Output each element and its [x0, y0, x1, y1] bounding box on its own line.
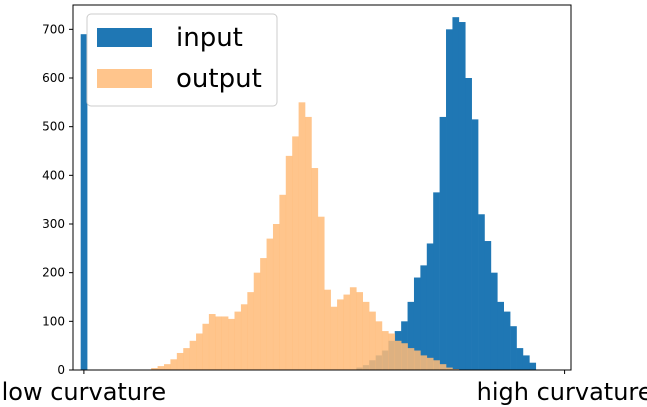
- bar-output: [433, 360, 440, 370]
- bar-output: [413, 350, 421, 370]
- bar-input: [433, 192, 440, 370]
- bar-output: [247, 292, 255, 370]
- bar-output: [343, 294, 351, 370]
- bar-output: [439, 364, 447, 370]
- bar-input: [80, 34, 88, 370]
- bar-output: [317, 216, 325, 370]
- bar-input: [522, 355, 530, 370]
- legend-label-input: input: [176, 23, 243, 53]
- bar-output: [215, 316, 222, 370]
- bar-input: [497, 301, 504, 370]
- y-tick-label: 700: [42, 22, 65, 36]
- bar-output: [324, 289, 331, 370]
- bar-input: [446, 29, 453, 371]
- series-input: [80, 17, 537, 371]
- bar-input: [484, 241, 492, 370]
- y-tick-label: 0: [57, 363, 65, 377]
- bar-output: [311, 168, 319, 370]
- bar-output: [420, 355, 428, 370]
- y-tick-label: 400: [42, 168, 65, 182]
- bar-output: [375, 321, 383, 370]
- legend-label-output: output: [176, 64, 262, 94]
- bar-input: [465, 78, 472, 370]
- x-axis: low curvature high curvature: [2, 370, 647, 406]
- bar-input: [478, 214, 485, 370]
- bar-input: [413, 277, 421, 370]
- bar-input: [439, 116, 447, 371]
- bar-output: [292, 136, 299, 370]
- bar-output: [407, 348, 415, 370]
- bar-output: [240, 304, 248, 370]
- bar-output: [401, 343, 408, 370]
- bar-output: [285, 155, 293, 370]
- bar-input: [503, 311, 511, 370]
- bar-input: [452, 17, 460, 370]
- legend: input output: [86, 13, 278, 107]
- bar-output: [151, 368, 158, 370]
- bar-output: [446, 367, 453, 370]
- bar-input: [529, 362, 537, 370]
- bar-output: [157, 366, 165, 370]
- bar-output: [349, 287, 357, 370]
- bar-output: [362, 301, 370, 370]
- bar-input: [471, 119, 479, 371]
- bar-input: [490, 272, 498, 370]
- bar-output: [394, 340, 402, 370]
- bar-output: [221, 316, 229, 370]
- bar-output: [369, 311, 376, 370]
- bar-output: [202, 323, 210, 370]
- bar-output: [189, 340, 197, 370]
- bar-output: [253, 272, 261, 370]
- bar-output: [266, 238, 274, 370]
- bar-input: [420, 265, 428, 370]
- bar-output: [183, 348, 190, 370]
- bars-layer: [80, 17, 537, 371]
- series-output: [151, 102, 460, 371]
- bar-output: [170, 359, 178, 370]
- y-tick-label: 500: [42, 120, 65, 134]
- bar-input: [407, 301, 415, 370]
- y-tick-label: 200: [42, 266, 65, 280]
- bar-output: [305, 116, 312, 371]
- bar-output: [234, 311, 242, 370]
- bar-output: [337, 299, 344, 370]
- x-tick-label: high curvature: [477, 378, 647, 406]
- legend-swatch-output: [97, 69, 152, 88]
- y-axis: 0 100 200 300 400 500 600 700: [42, 22, 73, 377]
- bar-output: [381, 331, 389, 370]
- bar-input: [510, 326, 517, 370]
- bar-output: [426, 357, 434, 370]
- y-tick-label: 600: [42, 71, 65, 85]
- bar-input: [426, 243, 434, 370]
- bar-output: [330, 306, 338, 370]
- x-tick-label: low curvature: [2, 378, 167, 406]
- bar-output: [388, 333, 396, 370]
- bar-output: [196, 333, 203, 370]
- bar-output: [164, 364, 171, 370]
- legend-swatch-input: [97, 28, 152, 47]
- bar-output: [279, 194, 287, 370]
- bar-output: [356, 292, 363, 370]
- bar-input: [458, 22, 466, 371]
- bar-output: [176, 352, 184, 370]
- bar-output: [298, 102, 306, 370]
- bar-output: [208, 314, 216, 370]
- bar-output: [260, 258, 267, 370]
- axes-frame: [72, 4, 572, 371]
- bar-input: [516, 348, 524, 370]
- bar-output: [272, 224, 280, 370]
- y-tick-label: 300: [42, 217, 65, 231]
- bar-output: [228, 318, 235, 370]
- y-tick-label: 100: [42, 314, 65, 328]
